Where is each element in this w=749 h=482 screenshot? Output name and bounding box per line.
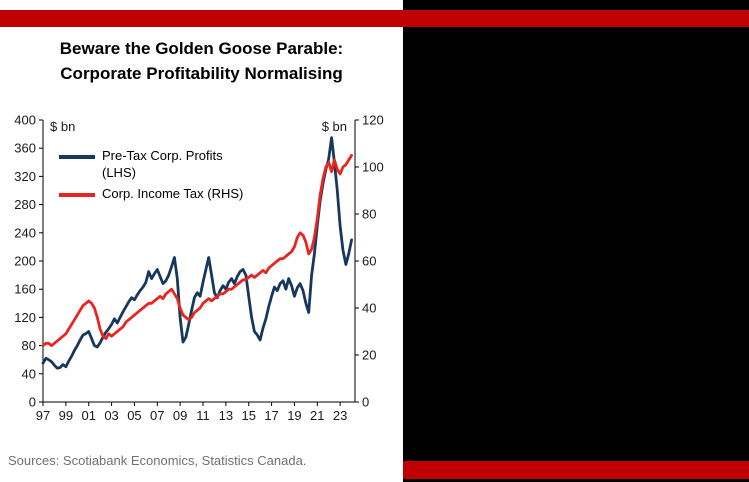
x-tick-label: 17 [264,408,278,423]
bottom-red-bar [403,461,749,479]
x-tick-label: 09 [173,408,187,423]
series-line-corp-income-tax [41,153,354,348]
y-left-tick-label: 280 [14,197,36,212]
top-red-bar [0,10,749,27]
x-tick-label: 03 [104,408,118,423]
chart-panel: Beware the Golden Goose Parable: Corpora… [0,0,403,482]
y-right-tick-label: 40 [362,301,376,316]
series-line-pretax-profits [41,136,354,370]
x-tick-label: 99 [59,408,73,423]
legend-label-tax: Corp. Income Tax (RHS) [102,185,244,201]
x-tick-label: 15 [241,408,255,423]
y-right-tick-label: 60 [362,254,376,269]
x-tick-label: 11 [196,408,210,423]
y-left-tick-label: 200 [14,254,36,269]
y-right-tick-label: 0 [362,395,369,410]
legend-label-profits: Pre-Tax Corp. Profits (LHS) [102,148,223,180]
x-tick-label: 97 [36,408,50,423]
legend-swatch-navy [59,155,95,159]
y-left-tick-label: 0 [29,395,36,410]
y-left-tick-label: 80 [22,338,36,353]
chart-title-line1: Beware the Golden Goose Parable: [59,39,344,58]
y-right-tick-label: 20 [362,348,376,363]
y-left-tick-label: 240 [14,225,36,240]
y-left-tick-label: 360 [14,141,36,156]
y-right-tick-label: 100 [362,160,384,175]
legend-item-profits: Pre-Tax Corp. Profits (LHS) [59,148,260,182]
y-left-tick-label: 120 [14,310,36,325]
x-tick-label: 21 [310,408,324,423]
x-tick-label: 23 [333,408,347,423]
x-tick-label: 01 [81,408,95,423]
right-axis-unit: $ bn [322,119,347,134]
chart-title: Beware the Golden Goose Parable: Corpora… [0,37,403,86]
y-left-tick-label: 40 [22,366,36,381]
y-left-tick-label: 160 [14,282,36,297]
y-left-tick-label: 320 [14,169,36,184]
x-tick-label: 05 [127,408,141,423]
chart-legend: Pre-Tax Corp. Profits (LHS) Corp. Income… [59,148,260,207]
left-axis-unit: $ bn [50,119,75,134]
x-tick-label: 19 [287,408,301,423]
source-note: Sources: Scotiabank Economics, Statistic… [8,453,307,468]
y-right-tick-label: 120 [362,113,384,128]
y-left-tick-label: 400 [14,113,36,128]
legend-swatch-red [59,192,95,197]
legend-item-tax: Corp. Income Tax (RHS) [59,186,260,203]
x-tick-label: 13 [219,408,233,423]
y-right-tick-label: 80 [362,207,376,222]
chart-area: 0 40 80 120 160 200 240 280 320 360 400 0 20 40 60 80 10… [3,104,398,439]
line-chart: 0 40 80 120 160 200 240 280 320 360 400 0 20 40 60 80 10… [14,113,384,424]
chart-title-line2: Corporate Profitability Normalising [60,63,343,83]
x-tick-label: 07 [150,408,164,423]
